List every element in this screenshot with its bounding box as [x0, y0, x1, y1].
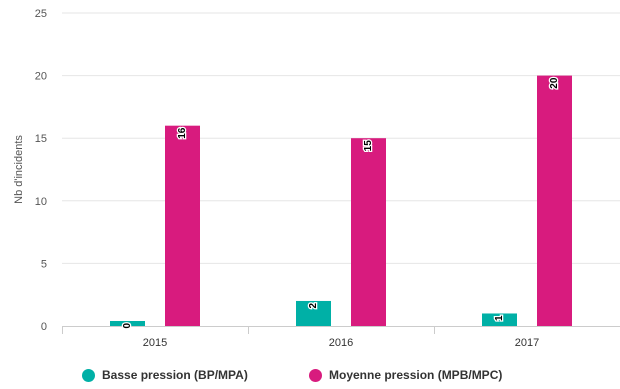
legend-item-basse-pression[interactable]: Basse pression (BP/MPA) [82, 368, 248, 382]
gridlines [62, 12, 620, 264]
bar[interactable] [482, 313, 517, 326]
data-label: 20 [549, 77, 560, 89]
data-label: 15 [363, 140, 374, 152]
data-label: 0 [122, 323, 133, 329]
legend-marker-basse-pression [82, 368, 95, 382]
data-labels: 0 2 1 16 15 20 [121, 76, 562, 330]
legend-label-basse-pression: Basse pression (BP/MPA) [102, 368, 248, 382]
bar[interactable] [296, 300, 331, 326]
bar[interactable] [165, 125, 200, 327]
x-tick-label: 2016 [329, 337, 353, 349]
data-label: 2 [308, 303, 319, 309]
data-label: 16 [177, 127, 188, 139]
y-tick-label: 15 [35, 133, 47, 145]
bar[interactable] [110, 320, 145, 326]
y-tick-label: 0 [41, 321, 47, 333]
x-axis: 2015 2016 2017 [62, 326, 620, 349]
x-tick-label: 2015 [143, 337, 167, 349]
x-tick-label: 2017 [515, 337, 539, 349]
y-tick-label: 25 [35, 8, 47, 20]
y-tick-label: 5 [41, 258, 47, 270]
y-axis-label: Nb d'incidents [13, 135, 25, 204]
bar[interactable] [351, 138, 386, 326]
legend-marker-moyenne-pression [309, 368, 322, 382]
legend: Basse pression (BP/MPA) Moyenne pression… [0, 368, 620, 388]
y-tick-label: 10 [35, 196, 47, 208]
y-tick-label: 20 [35, 71, 47, 83]
legend-label-moyenne-pression: Moyenne pression (MPB/MPC) [329, 368, 503, 382]
y-axis-ticks: 0 5 10 15 20 25 [35, 8, 47, 333]
bar[interactable] [537, 75, 572, 326]
data-label: 1 [494, 315, 505, 321]
bars [110, 75, 572, 327]
legend-item-moyenne-pression[interactable]: Moyenne pression (MPB/MPC) [309, 368, 502, 382]
